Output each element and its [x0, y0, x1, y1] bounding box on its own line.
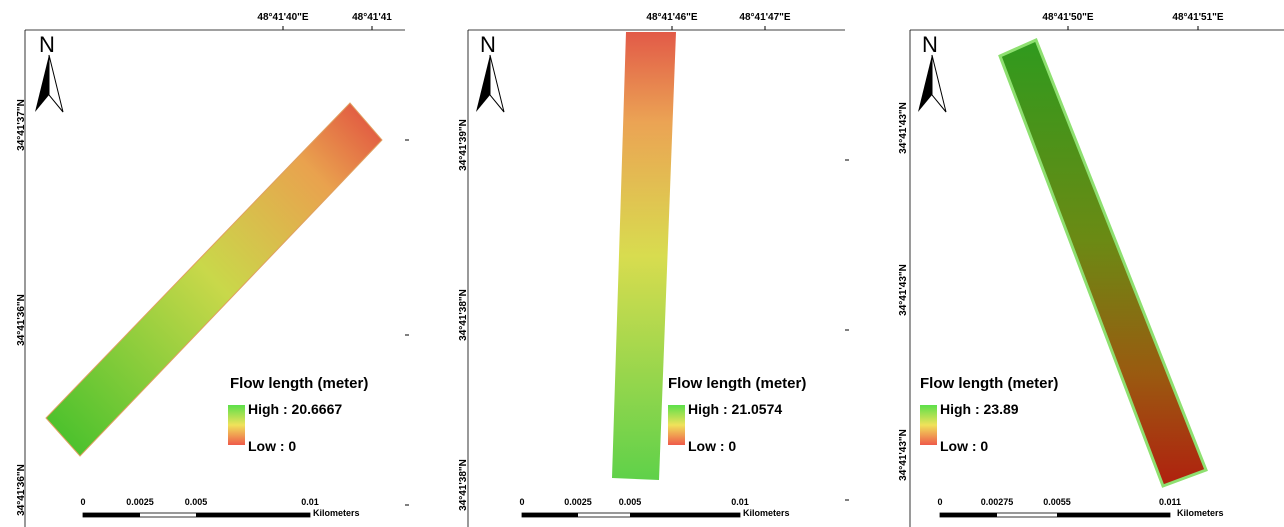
latitude-label: 34°41'43"N — [898, 264, 909, 316]
north-label: N — [480, 32, 496, 57]
scale-unit: Kilometers — [743, 508, 790, 518]
latitude-label: 34°41'37"N — [16, 99, 27, 151]
raster-strip — [45, 102, 383, 457]
legend-title: Flow length (meter) — [920, 375, 1058, 392]
longitude-label: 48°41'51"E — [1172, 12, 1223, 23]
north-arrow — [48, 54, 64, 113]
scale-label: 0.01 — [731, 497, 749, 507]
scale-label: 0 — [519, 497, 524, 507]
latitude-label: 34°41'36"N — [16, 294, 27, 346]
legend-swatch — [668, 405, 685, 445]
scale-bar — [83, 513, 140, 517]
scale-label: 0.0025 — [126, 497, 154, 507]
scale-unit: Kilometers — [1177, 508, 1224, 518]
north-arrow — [918, 55, 932, 112]
latitude-label: 34°41'38"N — [458, 289, 469, 341]
legend-swatch — [920, 405, 937, 445]
latitude-label: 34°41'36"N — [16, 464, 27, 516]
scale-bar — [940, 513, 997, 517]
latitude-label: 34°41'39"N — [458, 119, 469, 171]
north-arrow — [476, 55, 490, 112]
legend-high: High : 23.89 — [940, 401, 1019, 417]
scale-label: 0.0055 — [1043, 497, 1071, 507]
legend-low: Low : 0 — [248, 438, 296, 454]
north-arrow — [35, 55, 49, 112]
latitude-label: 34°41'43"N — [898, 429, 909, 481]
latitude-label: 34°41'43"N — [898, 102, 909, 154]
legend-high: High : 21.0574 — [688, 401, 782, 417]
legend-title: Flow length (meter) — [668, 375, 806, 392]
legend-low: Low : 0 — [940, 438, 988, 454]
scale-bar — [522, 513, 578, 517]
legend-high: High : 20.6667 — [248, 401, 342, 417]
scale-label: 0.005 — [185, 497, 208, 507]
longitude-label: 48°41'50"E — [1042, 12, 1093, 23]
north-arrow — [489, 54, 505, 113]
north-arrow — [931, 54, 947, 113]
scale-label: 0.0025 — [564, 497, 592, 507]
scale-label: 0.011 — [1159, 497, 1181, 507]
raster-strip — [612, 32, 676, 480]
scale-label: 0 — [937, 497, 942, 507]
north-label: N — [39, 32, 55, 57]
scale-label: 0.01 — [301, 497, 319, 507]
longitude-label: 48°41'46"E — [646, 12, 697, 23]
longitude-label: 48°41'47"E — [739, 12, 790, 23]
legend-low: Low : 0 — [688, 438, 736, 454]
longitude-label: 48°41'41 — [352, 12, 392, 23]
north-label: N — [922, 32, 938, 57]
scale-unit: Kilometers — [313, 508, 360, 518]
scale-label: 0 — [80, 497, 85, 507]
scale-bar — [630, 513, 740, 517]
scale-bar — [196, 513, 310, 517]
scale-label: 0.005 — [619, 497, 642, 507]
scale-label: 0.00275 — [981, 497, 1014, 507]
longitude-label: 48°41'40"E — [257, 12, 308, 23]
scale-bar — [1057, 513, 1170, 517]
latitude-label: 34°41'38"N — [458, 459, 469, 511]
legend-swatch — [228, 405, 245, 445]
legend-title: Flow length (meter) — [230, 375, 368, 392]
raster-strip — [998, 37, 1208, 488]
